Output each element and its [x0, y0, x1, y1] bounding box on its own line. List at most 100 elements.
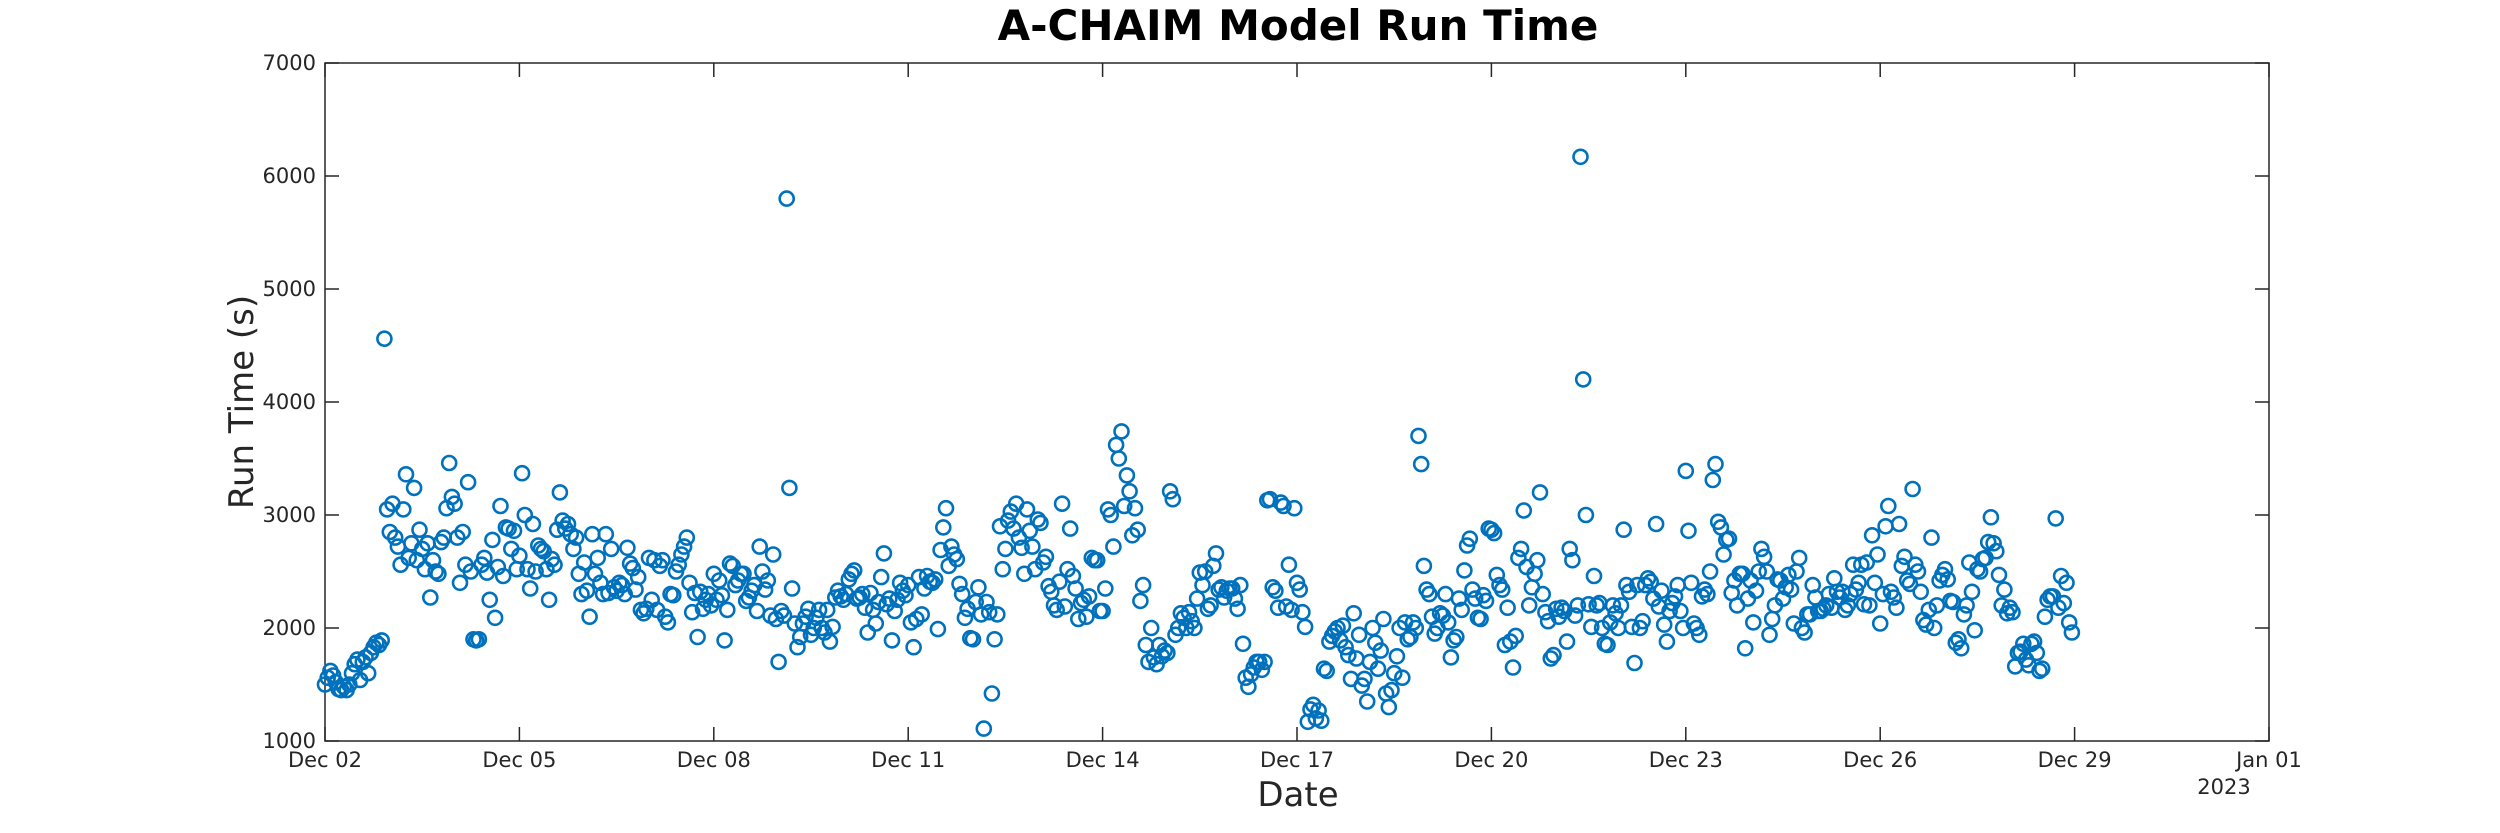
- scatter-points: [316, 148, 2081, 737]
- data-point: [1056, 598, 1074, 615]
- data-point: [1885, 589, 1902, 606]
- data-point: [1588, 597, 1605, 614]
- data-point: [994, 560, 1012, 578]
- data-point: [978, 593, 995, 611]
- data-point: [532, 540, 550, 558]
- data-point: [2060, 614, 2078, 631]
- data-point: [1985, 534, 2002, 552]
- data-point: [1888, 599, 1905, 617]
- data-point: [1488, 566, 1506, 584]
- data-point: [435, 529, 453, 546]
- data-point: [1750, 563, 1767, 580]
- data-point: [1626, 654, 1643, 672]
- data-point: [1250, 653, 1268, 671]
- data-point: [1394, 669, 1411, 687]
- data-point: [1483, 521, 1500, 539]
- data-point: [956, 609, 974, 627]
- y-axis: 1000 2000 3000 4000 5000 6000 7000: [263, 51, 2269, 753]
- data-point: [1747, 582, 1765, 600]
- data-point: [454, 523, 472, 541]
- data-point: [683, 603, 701, 621]
- data-point: [1115, 497, 1133, 515]
- data-point: [1520, 597, 1538, 614]
- data-point: [1107, 436, 1125, 454]
- data-point: [1531, 484, 1549, 501]
- data-point: [1412, 455, 1430, 473]
- data-point: [948, 550, 966, 568]
- data-point: [1542, 650, 1560, 667]
- data-point: [1558, 633, 1576, 650]
- data-point: [970, 578, 987, 596]
- data-point: [1126, 499, 1144, 517]
- data-point: [1871, 615, 1889, 632]
- data-point: [1658, 633, 1676, 650]
- data-point: [1512, 540, 1530, 558]
- data-point: [1134, 576, 1152, 594]
- data-point: [1385, 664, 1403, 682]
- plot-frame: [324, 62, 2270, 742]
- data-point: [1815, 600, 1832, 618]
- data-point: [735, 565, 752, 583]
- data-point: [1701, 563, 1719, 580]
- data-point: [1680, 522, 1697, 540]
- data-point: [1485, 524, 1503, 542]
- data-point: [716, 632, 733, 649]
- data-point: [1383, 681, 1400, 699]
- data-point: [934, 519, 952, 536]
- data-point: [581, 608, 598, 626]
- data-point: [1574, 371, 1592, 388]
- data-point: [1334, 617, 1352, 635]
- data-point: [1642, 573, 1659, 591]
- data-point: [505, 522, 523, 540]
- data-point: [856, 599, 874, 617]
- data-point: [670, 556, 688, 574]
- data-point: [427, 563, 445, 580]
- data-point: [983, 685, 1001, 702]
- data-point: [589, 549, 607, 567]
- data-point: [872, 568, 890, 586]
- data-point: [899, 576, 917, 594]
- data-point: [516, 506, 534, 524]
- data-point: [1707, 455, 1724, 473]
- data-point: [1704, 471, 1722, 489]
- data-point: [629, 568, 647, 586]
- data-point: [1866, 574, 1884, 592]
- x-tick-label: Dec 20: [1454, 748, 1528, 772]
- data-point: [1634, 612, 1651, 630]
- data-point: [926, 571, 944, 588]
- data-point: [1466, 590, 1484, 607]
- data-point: [1909, 563, 1927, 580]
- data-point: [1410, 427, 1427, 445]
- data-point: [1758, 563, 1776, 580]
- data-point: [1493, 581, 1511, 598]
- data-point: [1161, 482, 1179, 500]
- data-point: [1639, 569, 1657, 587]
- data-point: [1801, 606, 1819, 623]
- data-point: [1672, 602, 1689, 620]
- data-point: [524, 515, 542, 533]
- data-point: [764, 546, 782, 563]
- data-point: [1572, 148, 1589, 166]
- data-point: [1893, 557, 1911, 575]
- data-point: [1372, 642, 1389, 659]
- data-point: [1105, 538, 1122, 555]
- data-point: [519, 560, 536, 578]
- data-point: [1053, 495, 1071, 513]
- data-point: [1826, 569, 1843, 587]
- data-point: [1113, 423, 1130, 440]
- data-point: [1950, 630, 1967, 648]
- data-point: [1763, 610, 1781, 628]
- data-point: [527, 563, 544, 580]
- data-point: [1226, 590, 1244, 607]
- data-point: [1199, 600, 1217, 618]
- data-point: [1453, 601, 1470, 619]
- data-point: [694, 600, 712, 618]
- x-tick-label: Dec 23: [1649, 748, 1723, 772]
- data-point: [770, 653, 787, 671]
- data-point: [1156, 642, 1173, 659]
- data-point: [1647, 515, 1665, 533]
- data-point: [721, 555, 739, 572]
- data-point: [575, 554, 593, 571]
- data-point: [551, 484, 569, 501]
- data-point: [1207, 545, 1225, 562]
